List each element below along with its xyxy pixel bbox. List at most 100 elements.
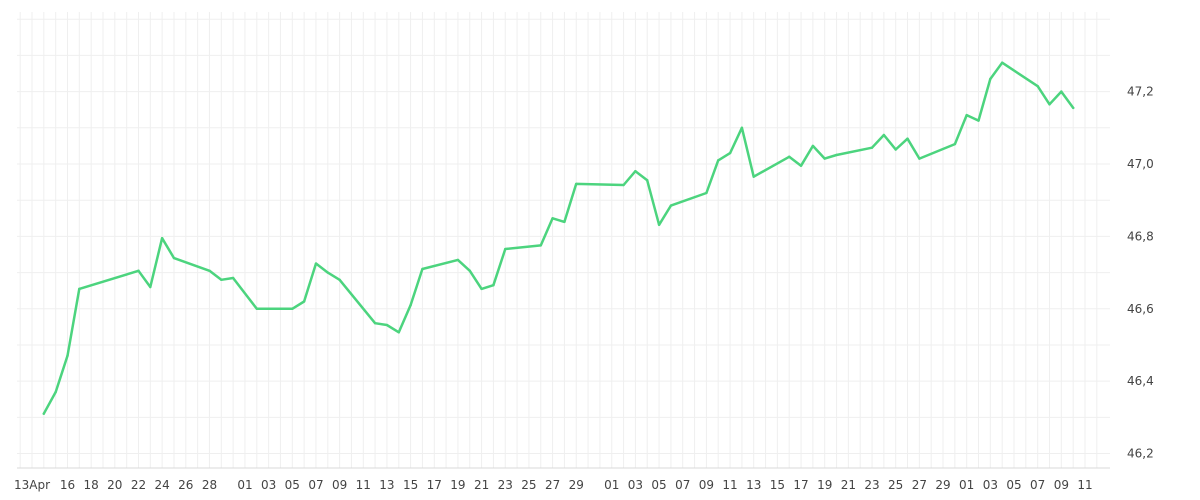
x-tick-label: 07 [308, 478, 323, 492]
x-tick-label: 13 [379, 478, 394, 492]
data-point [137, 269, 140, 272]
x-tick-label: 09 [332, 478, 347, 492]
x-tick-label: 25 [888, 478, 903, 492]
x-tick-label: 13Apr [14, 478, 50, 492]
data-point [385, 323, 389, 327]
data-point [421, 267, 424, 271]
x-tick-label: 17 [793, 478, 808, 492]
data-point [811, 144, 815, 148]
data-point [42, 412, 46, 415]
y-tick-label: 46,8 [1127, 229, 1154, 243]
y-tick-label: 46,2 [1127, 447, 1154, 461]
data-point [1071, 106, 1075, 110]
x-tick-label: 05 [1006, 478, 1021, 492]
data-point [373, 322, 377, 325]
data-point [752, 175, 755, 178]
data-point [326, 271, 329, 274]
y-tick-label: 46,4 [1127, 374, 1154, 388]
x-tick-label: 05 [285, 478, 300, 492]
data-point [989, 77, 992, 81]
data-point [835, 153, 838, 157]
data-point [66, 354, 69, 358]
data-point [480, 287, 483, 291]
data-point [456, 258, 460, 262]
x-tick-label: 07 [1030, 478, 1045, 492]
data-point [740, 126, 744, 130]
x-tick-label: 03 [628, 478, 643, 492]
data-point [539, 244, 542, 247]
data-point [705, 191, 708, 195]
y-tick-label: 47,2 [1127, 85, 1154, 99]
x-tick-label: 11 [356, 478, 371, 492]
data-point [622, 183, 625, 187]
x-tick-label: 27 [912, 478, 927, 492]
y-axis: 46,2 46,4 46,6 46,8 47,0 47,2 [1127, 85, 1154, 461]
data-point [172, 256, 176, 260]
data-point [468, 269, 471, 272]
data-point [149, 285, 152, 289]
x-tick-label: 28 [202, 478, 217, 492]
data-point [220, 278, 223, 282]
data-point [492, 284, 495, 287]
x-tick-label: 27 [545, 478, 560, 492]
x-tick-label: 11 [722, 478, 737, 492]
y-tick-label: 47,0 [1127, 157, 1154, 171]
x-tick-label: 20 [107, 478, 122, 492]
data-point [563, 220, 566, 224]
data-point [504, 247, 507, 251]
data-point [799, 164, 803, 168]
x-tick-label: 11 [1077, 478, 1092, 492]
data-point [728, 151, 732, 155]
x-tick-label: 21 [841, 478, 856, 492]
x-tick-label: 01 [959, 478, 974, 492]
x-tick-label: 09 [1054, 478, 1069, 492]
x-tick-label: 29 [935, 478, 950, 492]
data-point [409, 303, 412, 307]
x-tick-label: 16 [60, 478, 75, 492]
series-line [42, 61, 1075, 415]
x-tick-label: 13 [746, 478, 761, 492]
x-tick-label: 03 [983, 478, 998, 492]
data-point [894, 148, 897, 151]
data-point [965, 113, 968, 117]
data-point [231, 276, 235, 280]
data-point [634, 170, 637, 173]
data-point [657, 223, 661, 226]
data-point [291, 307, 294, 310]
y-tick-label: 46,6 [1127, 302, 1154, 316]
data-point [823, 157, 826, 160]
data-point [669, 204, 673, 207]
x-tick-label: 19 [450, 478, 465, 492]
x-tick-label: 01 [604, 478, 619, 492]
data-point [788, 155, 791, 158]
data-point [54, 390, 57, 394]
x-tick-label: 01 [237, 478, 252, 492]
x-tick-label: 25 [521, 478, 536, 492]
data-point [78, 287, 81, 291]
x-tick-label: 23 [864, 478, 879, 492]
x-tick-label: 26 [178, 478, 193, 492]
x-tick-label: 15 [403, 478, 418, 492]
data-point [208, 269, 211, 272]
x-tick-label: 18 [84, 478, 99, 492]
x-tick-label: 24 [155, 478, 170, 492]
data-point [302, 300, 306, 303]
x-tick-label: 07 [675, 478, 690, 492]
data-point [717, 159, 720, 162]
data-point [906, 137, 909, 140]
x-tick-label: 15 [770, 478, 785, 492]
data-point [1000, 61, 1004, 64]
grid [17, 12, 1110, 469]
x-tick-label: 03 [261, 478, 276, 492]
data-point [1060, 90, 1063, 93]
data-point [918, 157, 921, 160]
x-tick-label: 09 [699, 478, 714, 492]
data-point [882, 133, 886, 137]
x-tick-label: 21 [474, 478, 489, 492]
data-point [1048, 103, 1051, 106]
x-tick-label: 22 [131, 478, 146, 492]
x-tick-label: 23 [498, 478, 513, 492]
data-point [314, 262, 318, 265]
data-point [338, 278, 341, 282]
